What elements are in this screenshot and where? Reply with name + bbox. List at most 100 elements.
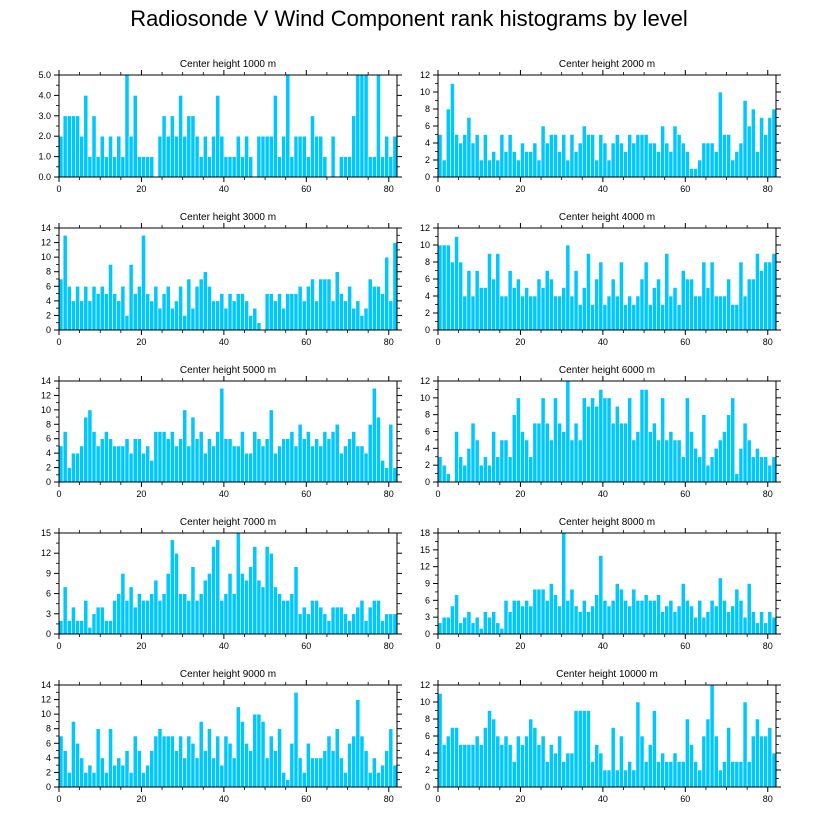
bar: [516, 159, 521, 178]
bar: [454, 594, 459, 635]
bar: [293, 293, 299, 331]
bar: [717, 295, 723, 331]
bar: [437, 622, 443, 635]
bar: [124, 74, 130, 178]
y-tick-label: 2: [425, 765, 430, 775]
bar: [520, 142, 525, 178]
bar: [458, 456, 464, 483]
bar: [116, 135, 122, 178]
x-tick-label: 40: [598, 794, 608, 804]
bar: [289, 742, 295, 788]
bar: [668, 431, 674, 483]
bar: [178, 438, 183, 483]
bar: [190, 566, 196, 635]
bar: [256, 135, 262, 178]
bar: [157, 307, 163, 331]
bar: [581, 125, 587, 178]
bar: [722, 295, 727, 331]
bar: [306, 431, 311, 483]
bar: [314, 757, 319, 788]
bar: [548, 278, 554, 331]
bar: [244, 579, 249, 635]
bar: [301, 606, 307, 635]
bar: [528, 151, 534, 178]
bar: [384, 613, 390, 635]
bar: [285, 293, 291, 331]
bar: [709, 142, 715, 178]
bar: [491, 611, 497, 635]
bar: [314, 600, 319, 635]
bar: [763, 261, 769, 331]
bar: [532, 142, 538, 178]
bar: [676, 439, 682, 483]
bar: [598, 389, 604, 483]
x-tick-label: 20: [515, 641, 525, 651]
bar: [709, 261, 715, 331]
bar: [635, 295, 641, 331]
y-tick-label: 2.0: [38, 131, 51, 141]
bar: [223, 593, 229, 635]
bar: [594, 744, 600, 788]
bar: [95, 728, 101, 788]
bar: [643, 261, 649, 331]
bar: [169, 431, 175, 483]
bar: [355, 606, 361, 635]
bar: [610, 600, 616, 635]
bar: [759, 735, 764, 788]
bar: [351, 115, 357, 178]
bar: [388, 613, 394, 635]
bar: [211, 445, 216, 483]
bar: [66, 467, 72, 483]
bar: [742, 701, 748, 788]
bar: [376, 772, 381, 788]
bar: [705, 287, 711, 331]
bar: [631, 439, 637, 483]
bar: [569, 752, 575, 788]
bar: [297, 757, 303, 788]
bar: [619, 261, 624, 331]
bar: [581, 600, 587, 635]
y-tick-label: 10: [41, 405, 51, 415]
bar: [268, 552, 274, 635]
bar: [83, 416, 89, 483]
bar: [532, 422, 538, 483]
bar: [145, 764, 150, 788]
bar: [141, 234, 146, 331]
bar: [95, 156, 101, 178]
bar: [701, 735, 707, 788]
y-tick-label: 12: [420, 562, 430, 572]
bar: [528, 456, 534, 483]
bar: [487, 710, 492, 788]
bar: [536, 159, 542, 178]
y-tick-label: 0.0: [38, 172, 51, 182]
bar: [273, 750, 278, 788]
bar: [639, 389, 645, 483]
bar: [627, 397, 633, 483]
bar: [310, 445, 315, 483]
bar: [306, 156, 311, 178]
bar: [75, 620, 80, 635]
bar: [536, 278, 542, 331]
bar: [227, 438, 233, 483]
bar: [99, 438, 105, 483]
x-tick-label: 20: [515, 337, 525, 347]
bar: [235, 135, 241, 178]
bar: [619, 422, 624, 483]
bar: [594, 159, 600, 178]
bar: [713, 448, 719, 483]
bar: [709, 456, 715, 483]
bar: [689, 605, 694, 635]
bar: [91, 431, 97, 483]
bar: [388, 423, 394, 483]
y-tick-label: 1.0: [38, 152, 51, 162]
bar: [343, 445, 348, 483]
bar: [310, 278, 315, 331]
bar: [347, 620, 352, 635]
bar: [277, 593, 282, 635]
bar: [273, 95, 278, 178]
x-tick-label: 40: [219, 641, 229, 651]
bar: [116, 300, 122, 331]
bar: [223, 156, 229, 178]
bar: [371, 285, 377, 331]
bar: [248, 452, 254, 483]
